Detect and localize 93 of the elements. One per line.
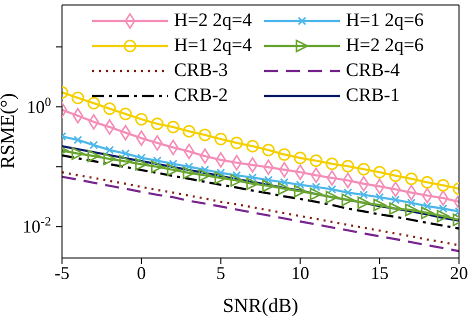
point: [436, 179, 450, 192]
point: [310, 154, 322, 168]
point: [438, 204, 448, 213]
point: [278, 148, 291, 161]
legend-label: CRB-3: [174, 59, 228, 83]
point: [214, 172, 228, 184]
point: [88, 114, 100, 130]
point: [310, 188, 322, 200]
point: [152, 156, 162, 166]
y-tick-label: 10$^{-2}$: [22, 214, 51, 237]
point: [436, 210, 450, 222]
point: [248, 173, 257, 182]
point: [262, 180, 275, 192]
point: [230, 174, 243, 187]
point: [216, 168, 226, 178]
point: [342, 194, 354, 206]
point: [262, 144, 275, 156]
point: [344, 188, 352, 197]
point: [198, 128, 212, 142]
point: [89, 140, 98, 150]
point: [150, 160, 164, 174]
point: [200, 165, 210, 174]
point: [135, 112, 148, 126]
point: [135, 158, 148, 171]
point: [359, 190, 368, 200]
point: [105, 146, 114, 154]
point: [326, 157, 338, 170]
y-axis-title: RSME(°): [0, 93, 19, 169]
point: [87, 96, 100, 110]
legend-label: CRB-1: [346, 84, 400, 108]
point: [420, 176, 434, 189]
point: [246, 140, 259, 153]
point: [357, 162, 370, 176]
x-tick-label: 5: [216, 262, 226, 283]
x-tick-label: 10: [291, 262, 310, 283]
point: [296, 180, 304, 190]
point: [87, 150, 100, 162]
y-tick-label: 10$^{0}$: [26, 94, 51, 117]
point: [389, 169, 402, 182]
point: [422, 202, 432, 210]
point: [405, 172, 418, 186]
point: [373, 198, 386, 212]
point: [150, 118, 164, 130]
x-tick-label: 0: [136, 262, 146, 283]
point: [328, 185, 336, 194]
point: [137, 153, 146, 162]
x-tick-label: 20: [450, 262, 468, 283]
point: [103, 102, 116, 115]
legend-label: H=2 2q=6: [346, 34, 424, 58]
point: [375, 192, 384, 202]
point: [168, 159, 178, 168]
point: [280, 178, 289, 187]
legend-label: H=1 2q=4: [174, 34, 252, 58]
point: [294, 152, 306, 164]
point: [357, 196, 370, 210]
point: [312, 182, 320, 192]
point: [405, 204, 418, 216]
point: [72, 147, 84, 160]
point: [119, 108, 132, 120]
point: [373, 166, 386, 179]
point: [166, 163, 180, 176]
point: [184, 162, 194, 172]
point: [264, 176, 273, 184]
x-tick-label: 15: [370, 262, 389, 283]
point: [119, 155, 132, 168]
point: [214, 132, 228, 146]
point: [166, 120, 180, 134]
point: [198, 168, 212, 182]
point: [182, 125, 196, 138]
point: [407, 198, 416, 208]
point: [152, 135, 163, 151]
point: [278, 182, 291, 196]
point: [326, 190, 338, 204]
legend-label: H=2 2q=4: [174, 9, 252, 33]
legend-label: CRB-2: [174, 84, 228, 108]
point: [230, 136, 243, 150]
legend-label: H=1 2q=6: [346, 9, 424, 33]
point: [103, 152, 116, 166]
point: [72, 92, 84, 104]
x-tick-label: -5: [54, 262, 70, 283]
point: [389, 202, 402, 215]
point: [121, 149, 130, 158]
x-axis-title: SNR(dB): [222, 295, 298, 317]
point: [246, 177, 259, 190]
point: [391, 196, 400, 204]
point: [182, 166, 196, 180]
point: [420, 206, 434, 220]
legend-label: CRB-4: [346, 59, 400, 83]
point: [232, 170, 241, 180]
point: [422, 188, 433, 204]
point: [294, 184, 306, 198]
point: [342, 160, 354, 173]
point: [74, 136, 82, 144]
